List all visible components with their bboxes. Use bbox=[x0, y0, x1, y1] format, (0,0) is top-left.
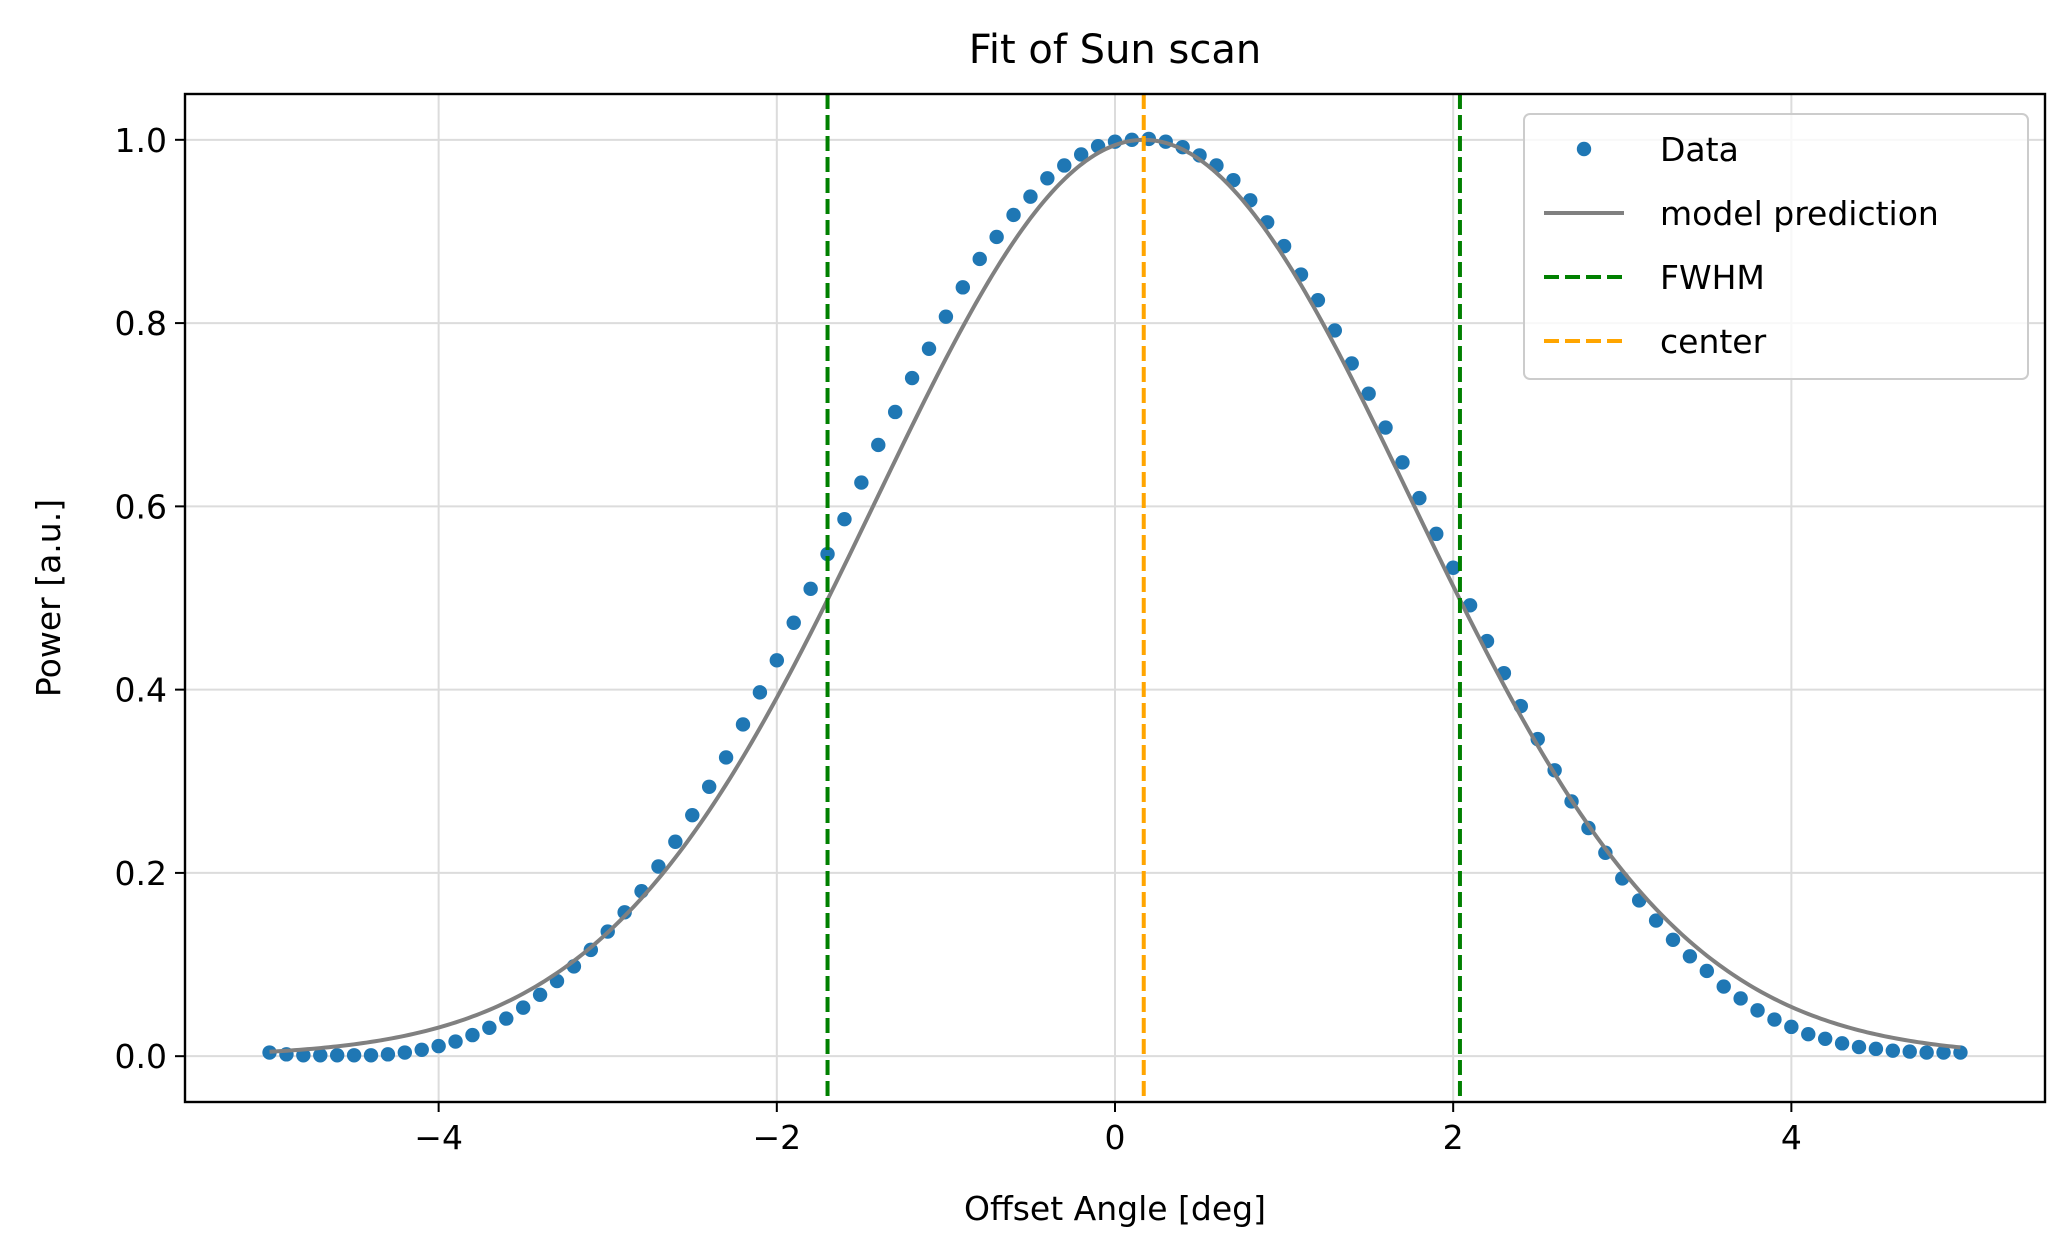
data-point bbox=[1073, 147, 1089, 162]
legend-marker bbox=[1576, 141, 1592, 157]
data-point bbox=[786, 615, 801, 630]
data-point bbox=[1733, 991, 1748, 1006]
data-point bbox=[1885, 1043, 1901, 1058]
legend-label: FWHM bbox=[1660, 258, 1765, 297]
data-point bbox=[1716, 979, 1731, 994]
x-tick-label: 4 bbox=[1781, 1118, 1802, 1157]
data-point bbox=[904, 370, 920, 386]
y-axis-label: Power [a.u.] bbox=[29, 499, 68, 697]
data-point bbox=[1361, 386, 1376, 401]
data-point bbox=[1327, 323, 1343, 338]
legend-item: center bbox=[1544, 322, 1767, 361]
data-point bbox=[1801, 1026, 1816, 1042]
data-point bbox=[414, 1042, 429, 1057]
y-tick-label: 0.4 bbox=[115, 671, 167, 710]
x-axis-label: Offset Angle [deg] bbox=[964, 1189, 1266, 1228]
data-point bbox=[1699, 963, 1715, 979]
data-point bbox=[617, 905, 632, 920]
data-point bbox=[989, 229, 1004, 245]
data-point bbox=[1057, 158, 1072, 173]
data-point bbox=[397, 1045, 413, 1060]
data-point bbox=[431, 1038, 446, 1054]
data-point bbox=[532, 987, 548, 1002]
data-point bbox=[1429, 526, 1444, 542]
data-point bbox=[1006, 207, 1021, 223]
data-point bbox=[1851, 1039, 1867, 1055]
data-point bbox=[482, 1020, 497, 1035]
data-point bbox=[701, 779, 717, 794]
data-point bbox=[1023, 189, 1038, 204]
data-point bbox=[1767, 1012, 1782, 1027]
data-point bbox=[1412, 490, 1427, 506]
data-point bbox=[1784, 1019, 1799, 1035]
data-point bbox=[329, 1048, 345, 1063]
data-point bbox=[1868, 1041, 1884, 1057]
x-axis: −4 −2 0 2 4 bbox=[414, 1102, 1802, 1157]
data-point bbox=[1919, 1045, 1934, 1060]
data-point bbox=[769, 653, 785, 668]
data-point bbox=[448, 1034, 463, 1049]
data-point bbox=[718, 750, 734, 765]
chart-title: Fit of Sun scan bbox=[969, 27, 1261, 73]
data-point bbox=[1040, 171, 1055, 186]
data-point bbox=[363, 1048, 379, 1063]
data-point bbox=[465, 1027, 480, 1043]
legend-label: center bbox=[1660, 322, 1767, 361]
data-point bbox=[837, 511, 852, 527]
data-point bbox=[887, 404, 903, 420]
data-point bbox=[921, 341, 937, 356]
data-point bbox=[685, 807, 700, 823]
data-point bbox=[1936, 1045, 1951, 1060]
legend-item: Data bbox=[1576, 130, 1739, 169]
legend-label: model prediction bbox=[1660, 194, 1939, 233]
data-point bbox=[313, 1048, 328, 1063]
y-tick-label: 0.2 bbox=[115, 854, 167, 893]
y-tick-label: 0.6 bbox=[115, 487, 167, 526]
data-point bbox=[1682, 949, 1698, 964]
data-point bbox=[972, 251, 987, 267]
legend: Data model prediction FWHM center bbox=[1523, 113, 2029, 380]
data-point bbox=[1395, 455, 1410, 470]
y-tick-label: 0.0 bbox=[115, 1037, 167, 1076]
data-point bbox=[1665, 932, 1681, 948]
y-axis: 0.0 0.2 0.4 0.6 0.8 1.0 bbox=[115, 121, 185, 1076]
legend-item: FWHM bbox=[1544, 258, 1765, 297]
data-point bbox=[735, 717, 751, 732]
data-point bbox=[752, 685, 768, 700]
data-point bbox=[955, 280, 971, 295]
data-point bbox=[938, 309, 954, 324]
data-point bbox=[515, 1000, 531, 1015]
data-point bbox=[1834, 1036, 1850, 1051]
legend-item: model prediction bbox=[1544, 194, 1939, 233]
data-point bbox=[1310, 292, 1326, 308]
x-tick-label: −2 bbox=[752, 1118, 801, 1157]
model-prediction-line bbox=[269, 137, 1961, 1054]
data-point bbox=[668, 834, 683, 849]
legend-label: Data bbox=[1660, 130, 1739, 169]
data-point bbox=[871, 437, 886, 453]
data-point bbox=[1378, 420, 1393, 435]
data-point bbox=[820, 546, 835, 562]
y-tick-label: 0.8 bbox=[115, 304, 167, 343]
data-point bbox=[1817, 1031, 1833, 1046]
data-point bbox=[803, 581, 818, 597]
data-point bbox=[1445, 560, 1461, 575]
data-point bbox=[1902, 1044, 1917, 1059]
x-tick-label: −4 bbox=[414, 1118, 463, 1157]
data-point bbox=[1648, 913, 1664, 928]
data-point bbox=[346, 1048, 362, 1063]
data-point bbox=[854, 475, 869, 490]
data-point bbox=[651, 859, 666, 874]
data-point bbox=[262, 1045, 277, 1060]
y-tick-label: 1.0 bbox=[115, 121, 167, 160]
legend-frame bbox=[1523, 113, 2029, 380]
data-point bbox=[1750, 1003, 1765, 1018]
data-point bbox=[380, 1047, 396, 1062]
x-tick-label: 0 bbox=[1105, 1118, 1126, 1157]
plot-area bbox=[262, 94, 1968, 1102]
x-tick-label: 2 bbox=[1443, 1118, 1464, 1157]
data-point bbox=[499, 1011, 514, 1026]
